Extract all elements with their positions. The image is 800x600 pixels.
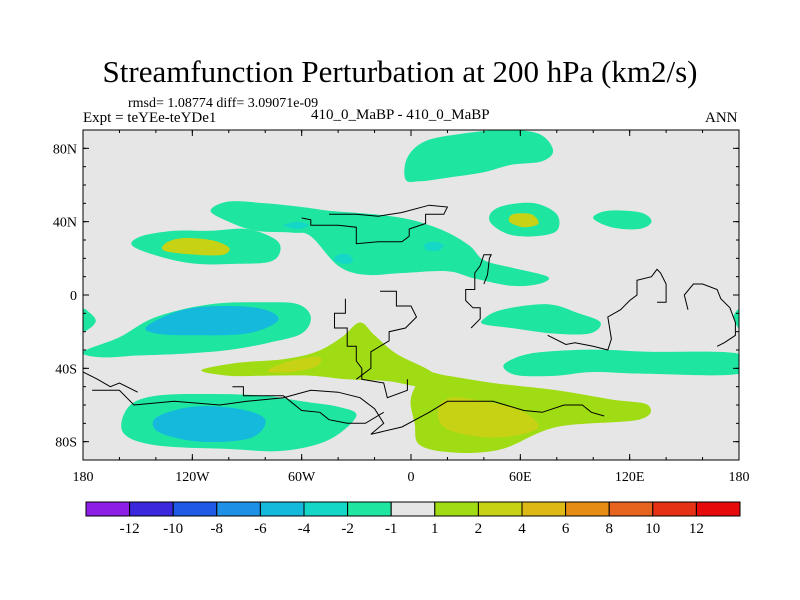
x-tick-label: 60W	[288, 470, 316, 485]
y-tick-label: 0	[70, 289, 77, 304]
contour-fields	[83, 130, 739, 453]
colorbar-swatch	[347, 501, 392, 517]
x-tick-label: 180	[729, 470, 750, 485]
coastline-middle-east	[465, 254, 493, 329]
colorbar-swatch	[565, 501, 610, 517]
region-central-asia-core	[508, 213, 539, 228]
colorbar-swatch	[434, 501, 479, 517]
colorbar-label: 2	[475, 521, 483, 537]
colorbar-swatch	[172, 501, 218, 517]
chart-title: Streamfunction Perturbation at 200 hPa (…	[102, 54, 698, 89]
region-east-asia	[593, 210, 652, 230]
coastline-pacific-islands	[683, 283, 736, 347]
colorbar-swatch	[608, 501, 654, 517]
y-tick-label: 40S	[55, 362, 77, 377]
colorbar-label: 8	[605, 521, 613, 537]
coastline-north-america-west	[301, 204, 449, 245]
colorbar-swatch	[695, 501, 741, 517]
coastline-asia-coast	[547, 268, 667, 351]
coastline-antarctic-east	[232, 386, 384, 424]
season-label: ANN	[705, 110, 738, 126]
coastlines	[83, 204, 736, 435]
colorbar-swatch	[390, 501, 436, 517]
region-south-pacific-core	[267, 356, 322, 373]
colorbar-swatch	[216, 501, 261, 517]
coastline-antarctic	[92, 389, 605, 435]
y-tick-label: 80S	[55, 436, 77, 451]
region-tropical-pacific-core	[145, 306, 279, 336]
colorbar-swatch	[85, 501, 131, 517]
colorbar-swatch	[477, 501, 523, 517]
axes: 180 120W 60W 0 60E 120E 180 80N 40N 0 40S 80S	[53, 130, 750, 485]
y-tick-label: 40N	[53, 216, 77, 231]
y-tick-label: 80N	[53, 142, 77, 157]
region-arctic-pos	[404, 130, 554, 183]
colorbar: -12 -10 -8 -6 -4 -2 -1 1 2 4 6 8 10 12	[85, 501, 741, 537]
colorbar-swatch	[129, 501, 174, 517]
region-pacific-nh-core	[161, 238, 230, 256]
colorbar-label: -12	[120, 521, 140, 537]
colorbar-label: 10	[645, 521, 660, 537]
coastline-antarctic-west	[83, 371, 138, 393]
colorbar-swatch	[521, 501, 567, 517]
region-indian-ocean	[481, 304, 601, 335]
region-south-pacific-arc	[201, 322, 444, 387]
colorbar-label: -2	[341, 521, 354, 537]
colorbar-label: -6	[254, 521, 267, 537]
colorbar-label: -10	[163, 521, 183, 537]
region-date-line-east	[733, 309, 739, 329]
colorbar-label: -8	[211, 521, 224, 537]
region-nb-blob1	[334, 253, 353, 264]
colorbar-label: -4	[298, 521, 311, 537]
case-label: 410_0_MaBP - 410_0_MaBP	[311, 107, 490, 123]
region-indian-sh	[503, 349, 739, 377]
x-tick-label: 60E	[509, 470, 532, 485]
colorbar-label: 12	[689, 521, 704, 537]
region-southern-band-core	[437, 397, 539, 438]
x-tick-label: 120W	[175, 470, 210, 485]
colorbar-label: -1	[385, 521, 398, 537]
experiment-label: Expt = teYEe-teYDe1	[83, 110, 217, 126]
colorbar-swatch	[652, 501, 697, 517]
region-nb-blob3	[283, 221, 309, 229]
colorbar-label: 4	[518, 521, 526, 537]
x-tick-label: 120E	[615, 470, 645, 485]
colorbar-swatch	[303, 501, 349, 517]
coastline-andes	[334, 298, 408, 399]
x-tick-label: 0	[408, 470, 415, 485]
region-date-line-west	[83, 308, 96, 332]
region-nb-blob2	[424, 241, 444, 252]
x-tick-label: 180	[73, 470, 94, 485]
colorbar-label: 6	[562, 521, 570, 537]
colorbar-label: 1	[431, 521, 439, 537]
coastline-south-america-east	[355, 290, 418, 380]
rmsd-label: rmsd= 1.08774 diff= 3.09071e-09	[128, 96, 319, 111]
colorbar-swatch	[259, 501, 305, 517]
region-south-pac-core	[152, 406, 266, 443]
